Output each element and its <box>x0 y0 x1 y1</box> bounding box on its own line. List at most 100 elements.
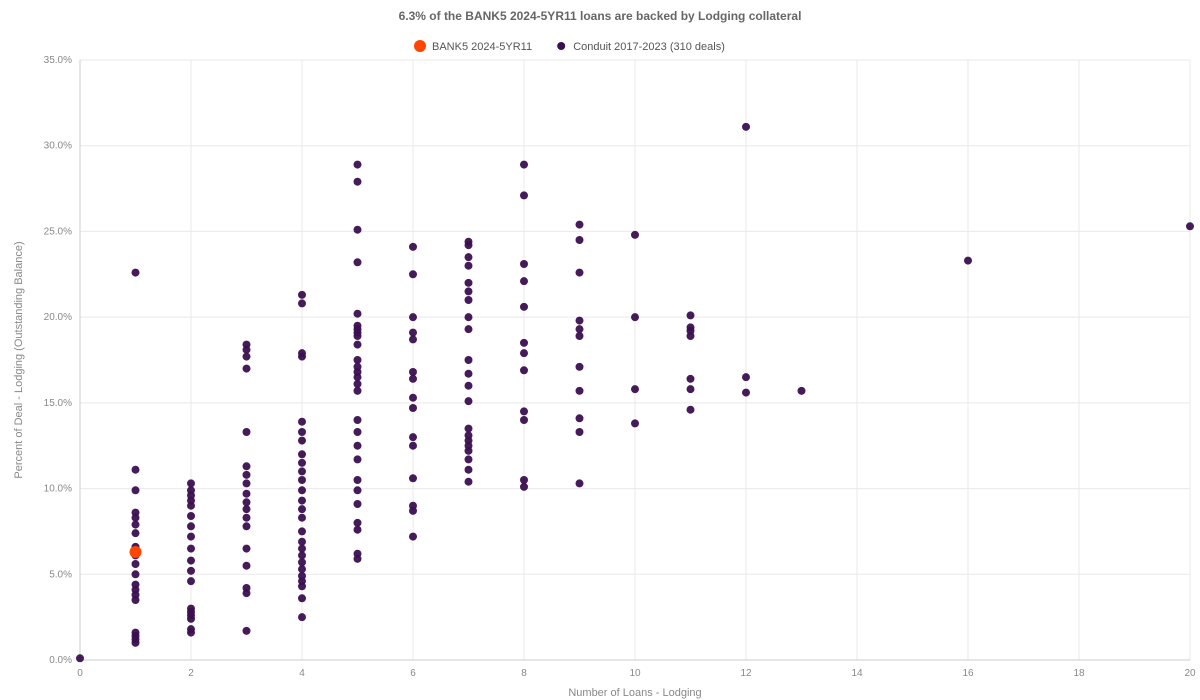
data-point <box>465 397 473 405</box>
data-point <box>243 498 251 506</box>
x-tick-label: 10 <box>629 668 641 679</box>
data-point <box>409 394 417 402</box>
x-tick-label: 16 <box>962 668 974 679</box>
data-point <box>409 270 417 278</box>
data-point <box>409 375 417 383</box>
data-point <box>298 291 306 299</box>
data-point <box>298 613 306 621</box>
data-point <box>298 428 306 436</box>
data-point <box>742 389 750 397</box>
data-point <box>76 654 84 662</box>
data-point <box>465 455 473 463</box>
data-point <box>354 416 362 424</box>
data-point <box>132 509 140 517</box>
data-point <box>354 428 362 436</box>
data-point <box>465 262 473 270</box>
data-point <box>576 236 584 244</box>
data-point <box>243 365 251 373</box>
data-point <box>409 313 417 321</box>
y-tick-label: 25.0% <box>44 226 72 237</box>
data-point <box>409 368 417 376</box>
data-point <box>298 459 306 467</box>
data-point <box>409 502 417 510</box>
scatter-chart: 6.3% of the BANK5 2024-5YR11 loans are b… <box>0 0 1200 700</box>
data-point <box>298 467 306 475</box>
x-tick-label: 4 <box>299 668 305 679</box>
data-point <box>243 545 251 553</box>
data-point <box>576 479 584 487</box>
data-point <box>354 550 362 558</box>
data-point <box>409 442 417 450</box>
data-point <box>465 279 473 287</box>
y-tick-label: 0.0% <box>49 655 72 666</box>
data-point <box>132 629 140 637</box>
data-point <box>187 512 195 520</box>
data-point <box>132 466 140 474</box>
legend-label: Conduit 2017-2023 (310 deals) <box>573 41 725 53</box>
data-point <box>687 385 695 393</box>
data-point <box>576 363 584 371</box>
data-point <box>298 486 306 494</box>
data-point <box>520 191 528 199</box>
data-point <box>520 416 528 424</box>
data-point <box>576 387 584 395</box>
data-point <box>576 414 584 422</box>
data-point <box>243 428 251 436</box>
data-point <box>187 577 195 585</box>
data-point <box>298 514 306 522</box>
data-point <box>465 287 473 295</box>
data-point <box>576 269 584 277</box>
data-point <box>187 545 195 553</box>
data-point <box>742 373 750 381</box>
y-tick-label: 5.0% <box>49 569 72 580</box>
x-tick-label: 2 <box>188 668 194 679</box>
data-point <box>354 322 362 330</box>
x-tick-label: 18 <box>1073 668 1085 679</box>
data-point <box>243 522 251 530</box>
data-point <box>631 385 639 393</box>
chart-svg: 6.3% of the BANK5 2024-5YR11 loans are b… <box>0 0 1200 700</box>
data-point <box>354 455 362 463</box>
data-point <box>187 567 195 575</box>
y-tick-label: 20.0% <box>44 312 72 323</box>
legend-label: BANK5 2024-5YR11 <box>432 41 532 53</box>
data-point <box>298 572 306 580</box>
data-point <box>520 349 528 357</box>
data-point <box>409 474 417 482</box>
data-point <box>465 296 473 304</box>
data-point <box>132 570 140 578</box>
data-point <box>520 260 528 268</box>
data-point <box>243 479 251 487</box>
data-point <box>576 317 584 325</box>
data-point <box>687 375 695 383</box>
data-point <box>298 497 306 505</box>
y-tick-label: 10.0% <box>44 484 72 495</box>
data-point <box>354 519 362 527</box>
x-tick-label: 8 <box>521 668 527 679</box>
data-point <box>298 418 306 426</box>
y-tick-label: 30.0% <box>44 141 72 152</box>
chart-title: 6.3% of the BANK5 2024-5YR11 loans are b… <box>399 9 802 23</box>
data-point <box>409 433 417 441</box>
data-point <box>465 478 473 486</box>
data-point <box>465 356 473 364</box>
data-point <box>187 486 195 494</box>
data-point <box>132 521 140 529</box>
data-point <box>687 311 695 319</box>
data-point <box>354 387 362 395</box>
data-point <box>520 277 528 285</box>
data-point <box>1186 222 1194 230</box>
data-point <box>298 349 306 357</box>
data-point <box>187 522 195 530</box>
data-point <box>520 476 528 484</box>
data-point <box>243 490 251 498</box>
data-point <box>354 178 362 186</box>
data-point <box>576 325 584 333</box>
data-point <box>298 476 306 484</box>
data-point <box>243 514 251 522</box>
data-point <box>576 332 584 340</box>
x-axis-label: Number of Loans - Lodging <box>568 687 701 699</box>
data-point <box>465 425 473 433</box>
data-point <box>576 221 584 229</box>
data-point <box>409 404 417 412</box>
